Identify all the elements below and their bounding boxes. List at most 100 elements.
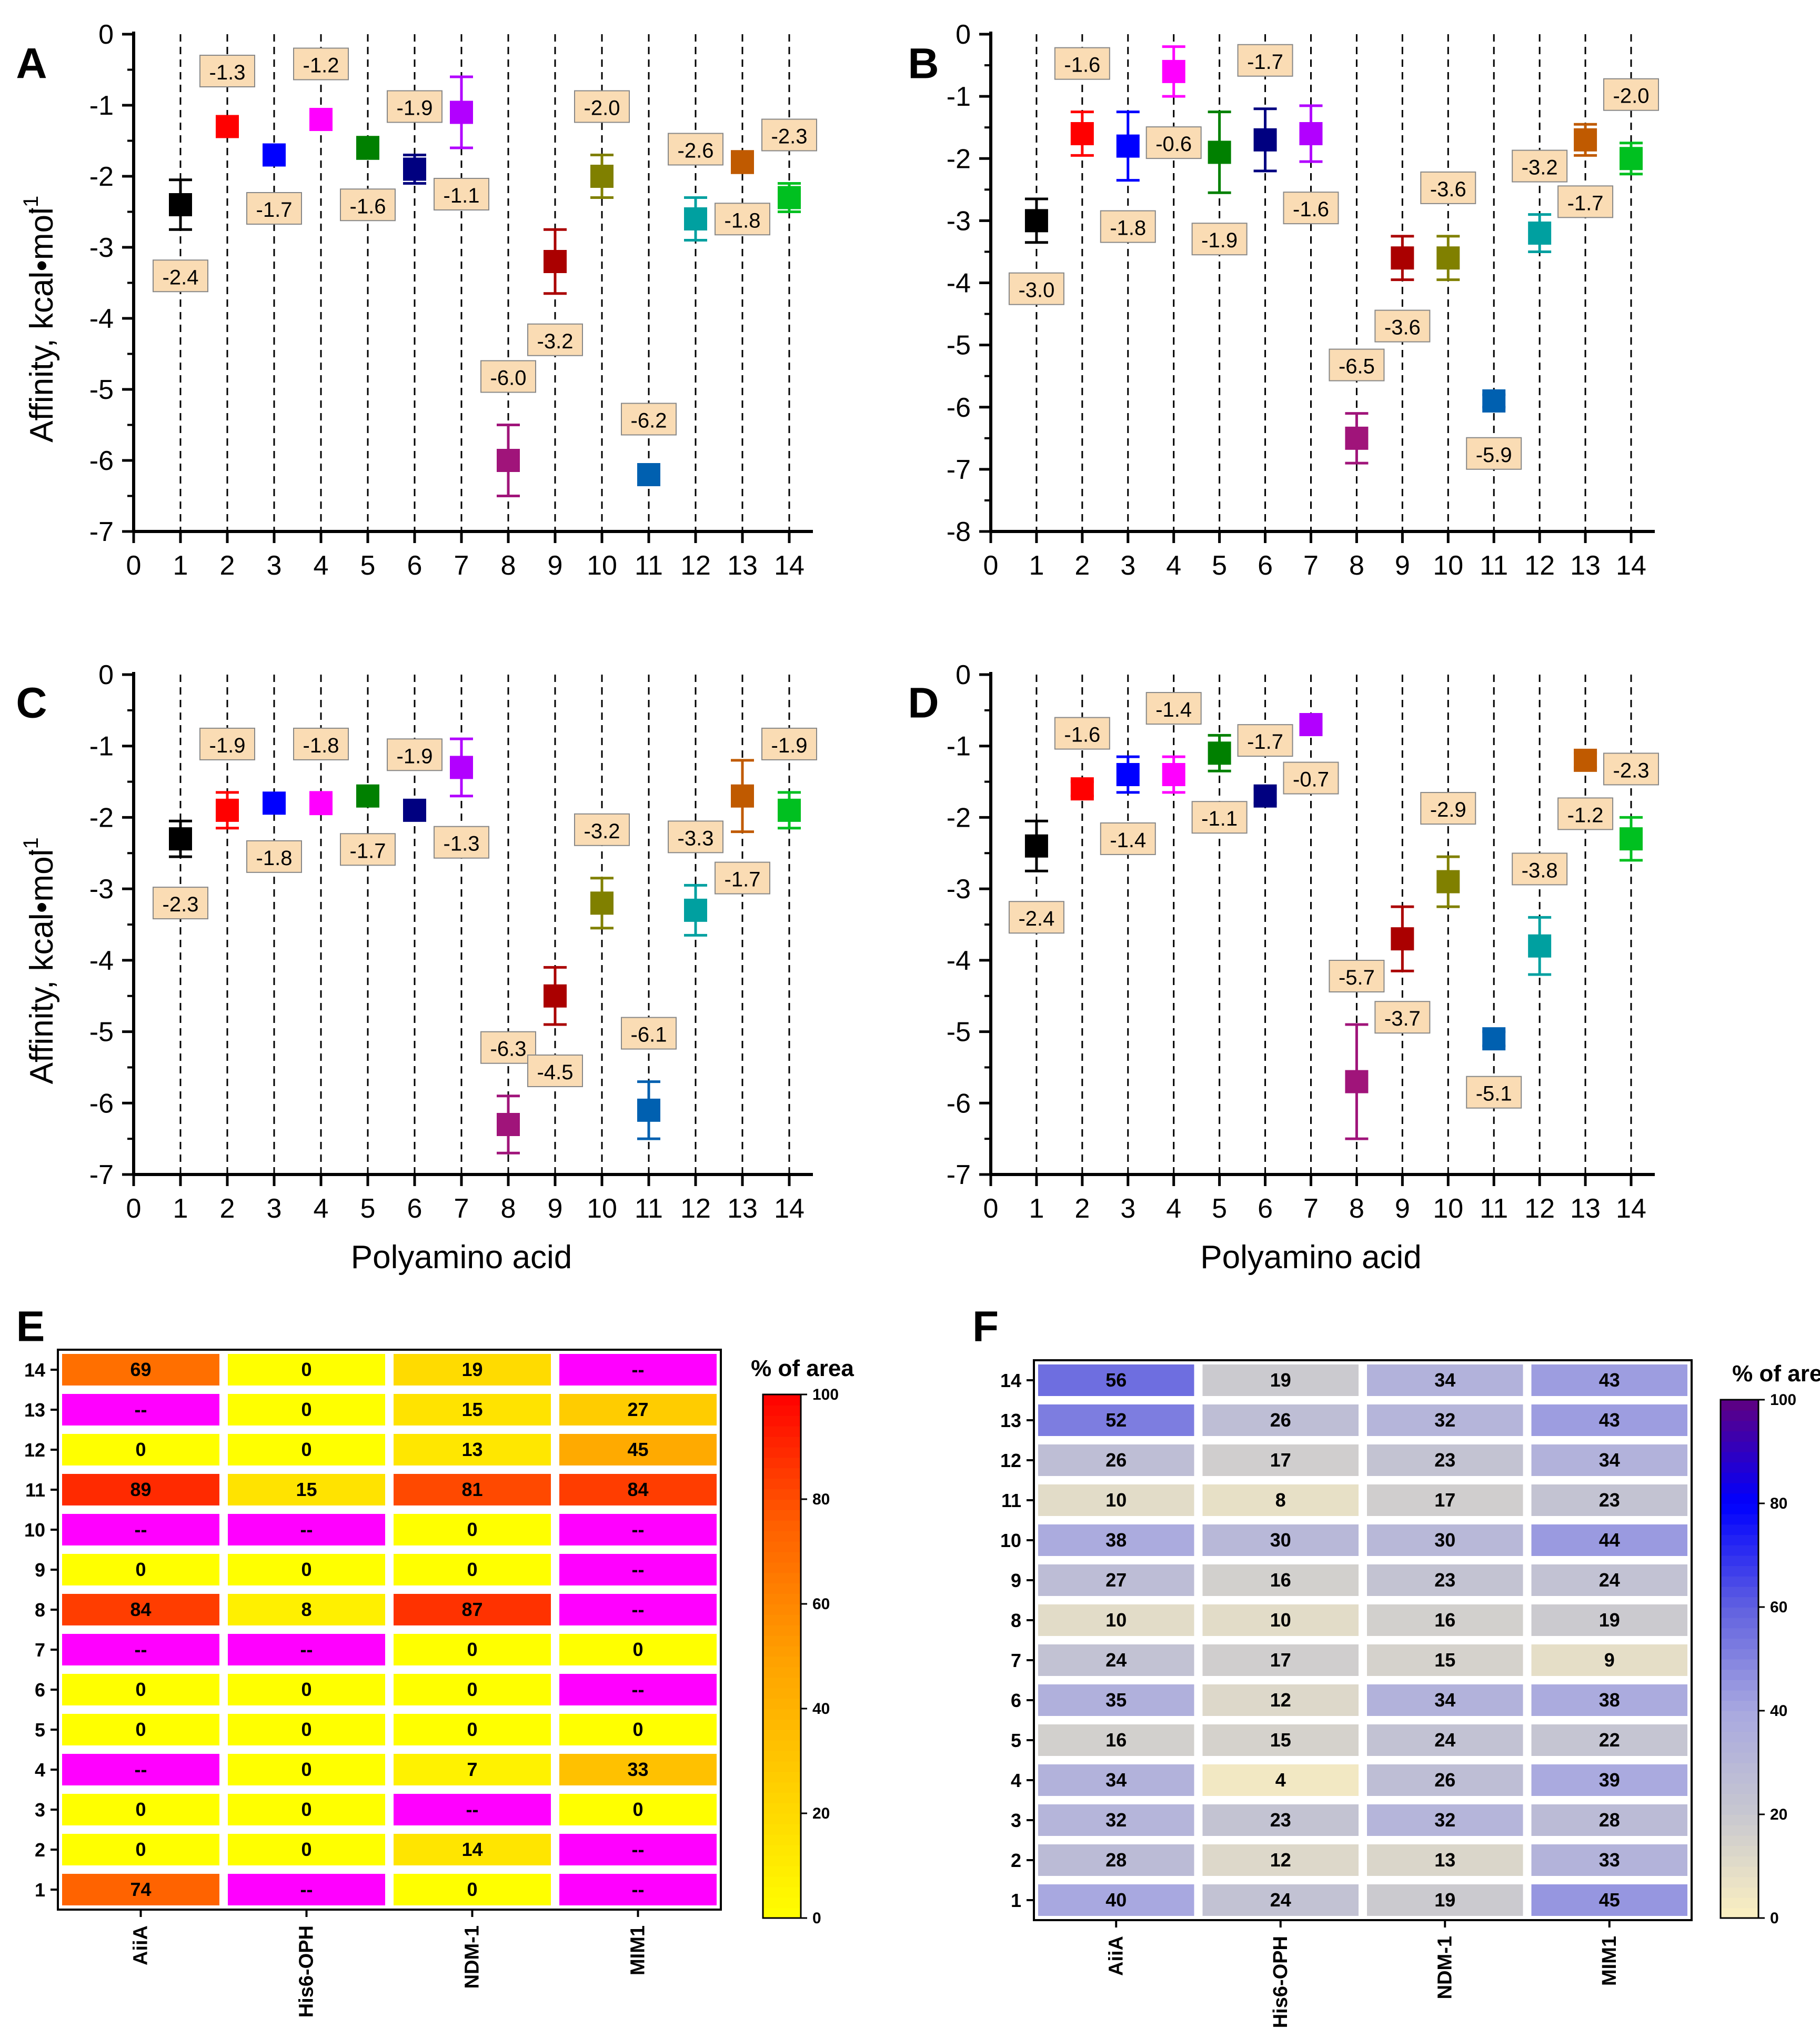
cell-value: 13 — [1434, 1849, 1455, 1871]
data-label-box — [246, 840, 302, 873]
data-point — [169, 827, 192, 851]
heatmap-cell — [1531, 1564, 1687, 1596]
heatmap-cell — [1202, 1444, 1359, 1476]
data-label: -6.3 — [490, 1038, 527, 1061]
data-label: -1.6 — [350, 195, 386, 218]
heatmap-cell — [1038, 1644, 1194, 1676]
data-label-box — [527, 323, 583, 356]
heatmap-cell — [62, 1674, 219, 1705]
chart-panel-d: D0-1-2-3-4-5-6-70 1 2 3 4 5 6 7 8 9 10 11 12 13 14Poly… — [908, 660, 1659, 1276]
colorbar-strip — [763, 1562, 801, 1573]
colorbar-strip — [1721, 1824, 1758, 1836]
heatmap-cell — [559, 1834, 717, 1865]
row-label: 13 — [1000, 1410, 1021, 1431]
x-tick-label: 6 — [407, 1193, 423, 1224]
cell-value: 30 — [1270, 1529, 1291, 1551]
cell-value: 17 — [1270, 1449, 1291, 1471]
data-label-box — [1466, 437, 1522, 470]
colorbar-strip — [763, 1813, 801, 1824]
cell-value: 23 — [1434, 1449, 1455, 1471]
cell-value: 17 — [1270, 1649, 1291, 1671]
row-label: 1 — [1011, 1890, 1021, 1911]
data-point — [1253, 128, 1277, 152]
cell-value: -- — [632, 1879, 645, 1900]
data-label: -3.3 — [678, 827, 714, 850]
data-label-box — [1054, 47, 1110, 80]
heatmap-cell — [1202, 1684, 1359, 1716]
data-label: -3.6 — [1384, 316, 1421, 339]
chart-panel-c: C0-1-2-3-4-5-6-70 1 2 3 4 5 6 7 8 9 10 11 12 13 14Affi… — [16, 660, 817, 1276]
x-tick-label: 2 — [1074, 550, 1090, 581]
data-label-box — [1329, 348, 1385, 382]
heatmap-cell — [228, 1554, 385, 1585]
data-label: -1.9 — [397, 97, 433, 120]
row-label: 4 — [35, 1759, 45, 1781]
heatmap-cell — [1531, 1764, 1687, 1796]
y-tick-label: -7 — [947, 455, 971, 485]
x-tick-label: 4 — [314, 550, 329, 581]
heatmap-cell — [1202, 1404, 1359, 1436]
colorbar-strip — [1721, 1462, 1758, 1473]
row-label: 4 — [1011, 1770, 1021, 1791]
data-point — [544, 250, 567, 273]
y-tick-label: -1 — [89, 731, 114, 762]
x-tick-label: 7 — [454, 1193, 469, 1224]
colorbar-tick-label: 100 — [1770, 1391, 1796, 1409]
y-tick-label: -3 — [89, 874, 114, 905]
colorbar-tick-label: 20 — [812, 1805, 830, 1822]
data-label: -1.8 — [303, 734, 339, 757]
colorbar-frame — [1720, 1399, 1759, 1919]
cell-value: 15 — [296, 1479, 317, 1500]
x-tick-label: 3 — [267, 1193, 282, 1224]
data-label: -3.8 — [1522, 859, 1558, 882]
data-point — [544, 984, 567, 1008]
colorbar-strip — [763, 1792, 801, 1804]
data-label: -1.9 — [771, 734, 808, 757]
heatmap-cell — [559, 1874, 717, 1905]
y-axis-label-superscript: -1 — [19, 837, 43, 856]
heatmap-cell — [559, 1434, 717, 1465]
heatmap-cell — [1367, 1844, 1523, 1876]
x-tick-label: 3 — [1120, 1193, 1135, 1224]
data-label: -1.3 — [209, 61, 246, 84]
y-tick-label: 0 — [98, 660, 114, 690]
data-label: -2.3 — [163, 893, 199, 916]
heatmap-cell — [1367, 1404, 1523, 1436]
x-tick-label: 11 — [1480, 550, 1508, 581]
colorbar-strip — [1721, 1555, 1758, 1567]
data-label-box — [1145, 126, 1202, 159]
data-label: -2.3 — [1613, 759, 1650, 782]
data-label-box — [761, 118, 817, 152]
cell-value: -- — [632, 1679, 645, 1700]
data-label: -3.0 — [1018, 279, 1054, 302]
heatmap-cell — [1531, 1484, 1687, 1516]
cell-value: -- — [632, 1359, 645, 1380]
data-label-box — [527, 1055, 583, 1087]
data-label-box — [340, 833, 396, 866]
colorbar-strip — [1721, 1420, 1758, 1432]
data-point — [1116, 763, 1140, 786]
heatmap-cell — [1038, 1364, 1194, 1396]
y-tick-label: -6 — [89, 446, 114, 476]
data-point — [1391, 927, 1414, 951]
data-label-box — [153, 259, 208, 293]
x-tick-label: 5 — [1212, 1193, 1227, 1224]
colorbar-strip — [1721, 1513, 1758, 1525]
heatmap-cell — [559, 1554, 717, 1585]
heatmap-cell — [62, 1354, 219, 1386]
data-label: -1.7 — [725, 868, 761, 891]
data-point — [684, 898, 707, 922]
heatmap-cell — [394, 1634, 551, 1665]
data-point — [1528, 934, 1552, 958]
chart-panel-b: B0-1-2-3-4-5-6-7-80 1 2 3 4 5 6 7 8 9 10 11 12 13 14-3… — [908, 19, 1659, 581]
data-label-box — [1557, 185, 1614, 218]
data-point — [1024, 834, 1048, 858]
cell-value: 30 — [1434, 1529, 1455, 1551]
row-label: 2 — [1011, 1850, 1021, 1871]
heatmap-cell — [394, 1714, 551, 1745]
heatmap-cell — [1367, 1484, 1523, 1516]
data-label-box — [574, 813, 630, 846]
colorbar-strip — [763, 1572, 801, 1584]
heatmap-cell — [1367, 1364, 1523, 1396]
